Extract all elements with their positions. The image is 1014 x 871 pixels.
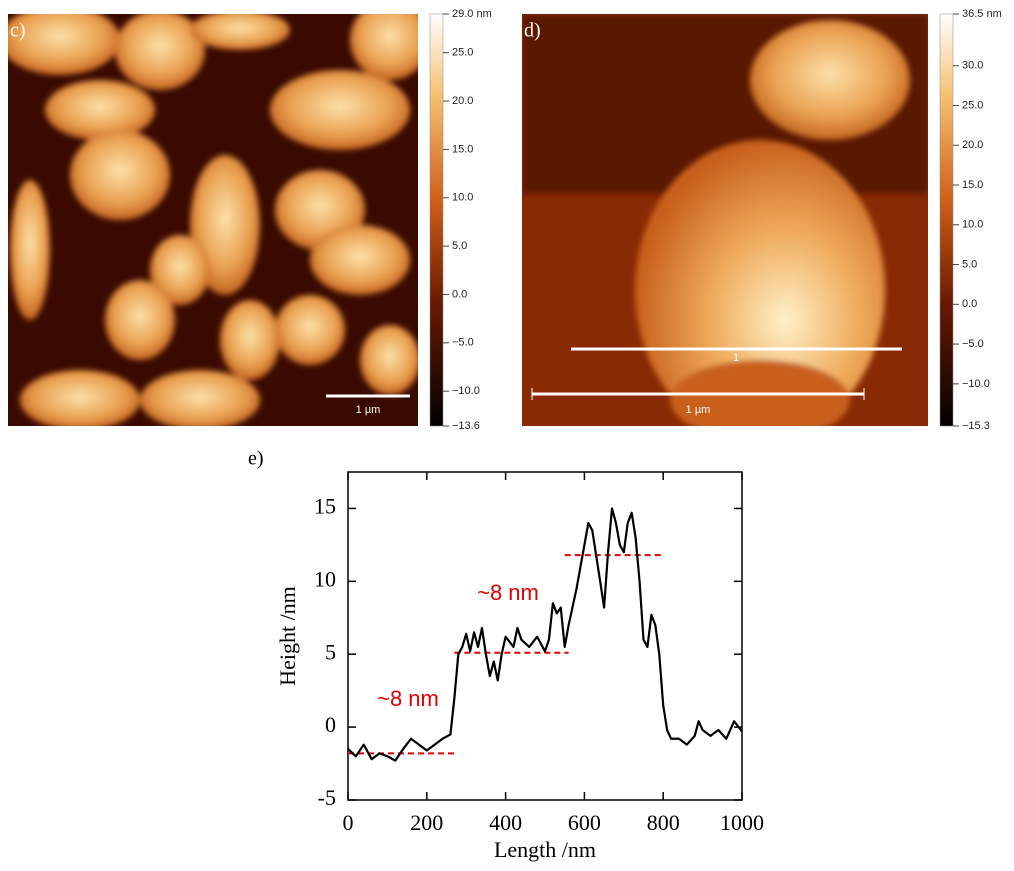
afm-image-c	[0, 0, 430, 430]
colorbar-tick-label: 30.0	[962, 60, 983, 72]
colorbar-tick-label: 0.0	[452, 288, 467, 300]
colorbar-tick-label: 29.0 nm	[452, 8, 492, 20]
colorbar-tick-label: 0.0	[962, 298, 977, 310]
colorbar-tick-label: 25.0	[962, 99, 983, 111]
colorbar	[430, 14, 443, 426]
colorbar-tick-label: 10.0	[962, 219, 983, 231]
colorbar-tick-label: 5.0	[452, 240, 467, 252]
x-axis-label: Length /nm	[494, 837, 596, 862]
annotation: ~8 nm	[377, 686, 439, 711]
x-tick-label: 0	[343, 810, 354, 835]
line-label: 1	[733, 352, 739, 364]
colorbar	[940, 14, 953, 426]
colorbar-tick-label: −5.0	[452, 337, 474, 349]
scale-bar-label: 1 µm	[356, 404, 381, 416]
plot-frame	[348, 472, 742, 800]
y-tick-label: 10	[314, 566, 336, 591]
y-tick-label: 0	[325, 712, 336, 737]
colorbar-tick-label: 15.0	[962, 179, 983, 191]
colorbar-tick-label: −10.0	[452, 385, 480, 397]
afm-image-d	[522, 14, 928, 440]
colorbar-tick-label: 20.0	[452, 95, 473, 107]
data-line	[348, 508, 742, 760]
colorbar-tick-label: −13.6	[452, 420, 480, 432]
figure: c)1 µm29.0 nm25.020.015.010.05.00.0−5.0−…	[0, 0, 1014, 866]
y-axis-label: Height /nm	[275, 586, 300, 686]
scale-bar-label: 1 µm	[686, 404, 711, 416]
y-tick-label: -5	[318, 785, 336, 810]
colorbar-tick-label: −10.0	[962, 378, 990, 390]
y-tick-label: 5	[325, 639, 336, 664]
annotation: ~8 nm	[477, 580, 539, 605]
x-tick-label: 600	[568, 810, 601, 835]
colorbar-tick-label: 15.0	[452, 143, 473, 155]
colorbar-tick-label: 10.0	[452, 192, 473, 204]
colorbar-tick-label: −15.3	[962, 420, 990, 432]
y-tick-label: 15	[314, 493, 336, 518]
panel-label: e)	[248, 448, 264, 470]
x-tick-label: 1000	[720, 810, 764, 835]
colorbar-tick-label: 36.5 nm	[962, 8, 1002, 20]
colorbar-tick-label: 20.0	[962, 139, 983, 151]
colorbar-tick-label: −5.0	[962, 338, 984, 350]
colorbar-tick-label: 25.0	[452, 47, 473, 59]
colorbar-tick-label: 5.0	[962, 258, 977, 270]
panel-label: d)	[524, 20, 541, 42]
x-tick-label: 200	[410, 810, 443, 835]
x-tick-label: 400	[489, 810, 522, 835]
x-tick-label: 800	[647, 810, 680, 835]
panel-label: c)	[10, 20, 26, 42]
